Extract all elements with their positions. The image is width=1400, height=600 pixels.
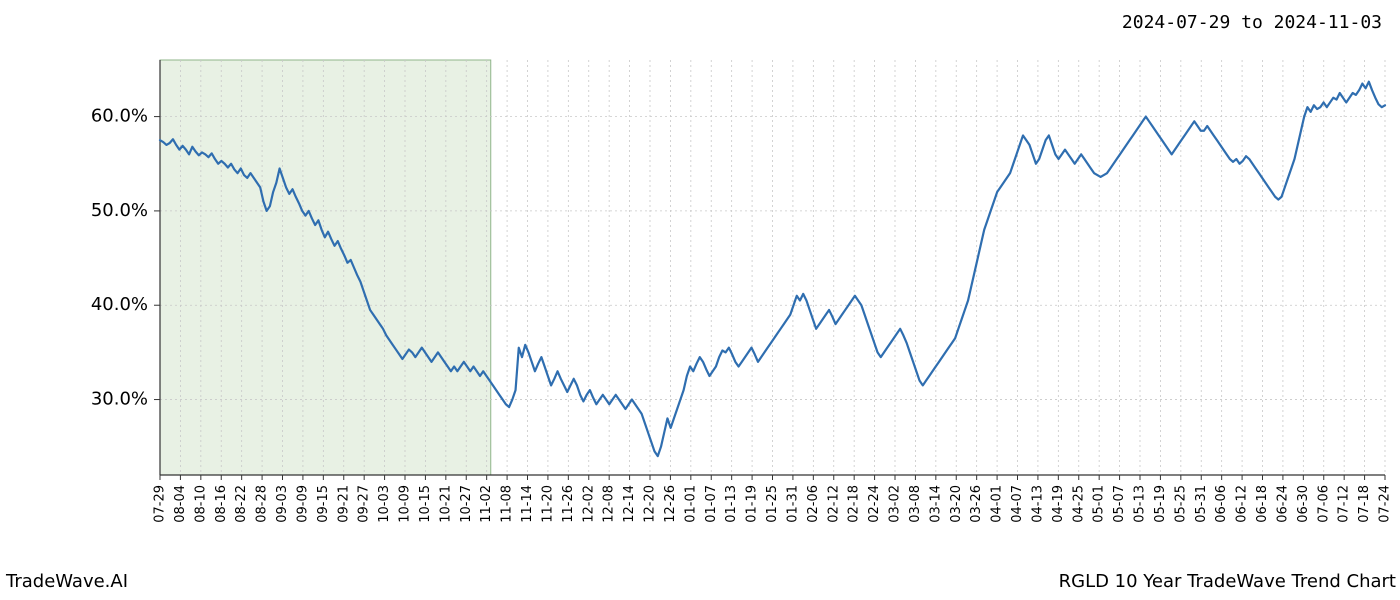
trend-chart: 30.0% 40.0% 50.0% 60.0% 07-29 08-04 08-10 08-16… [0, 0, 1400, 600]
x-tick-label: 01-13 [724, 485, 739, 523]
x-tick-label: 01-19 [745, 485, 760, 523]
x-tick-label: 08-10 [193, 485, 208, 523]
x-tick-label: 10-15 [418, 485, 433, 523]
x-tick-label: 12-08 [602, 485, 617, 523]
x-tick-label: 05-25 [1173, 485, 1188, 523]
x-tick-label: 04-13 [1030, 485, 1045, 523]
x-tick-label: 01-01 [683, 485, 698, 523]
x-tick-label: 08-22 [234, 485, 249, 523]
x-tick-label: 11-20 [540, 485, 555, 523]
x-tick-label: 01-25 [765, 485, 780, 523]
x-tick-label: 04-25 [1071, 485, 1086, 523]
x-tick-label: 11-14 [520, 485, 535, 523]
x-tick-label: 02-06 [806, 485, 821, 523]
x-tick-label: 09-09 [295, 485, 310, 523]
x-tick-label: 08-16 [214, 485, 229, 523]
x-tick-label: 01-31 [785, 485, 800, 523]
y-tick-label: 50.0% [91, 200, 148, 221]
x-tick-label: 06-30 [1296, 485, 1311, 523]
x-tick-label: 05-13 [1133, 485, 1148, 523]
x-tick-label: 10-21 [438, 485, 453, 523]
x-tick-label: 04-19 [1051, 485, 1066, 523]
x-tick-label: 09-27 [357, 485, 372, 523]
x-tick-label: 12-14 [622, 485, 637, 523]
x-tick-label: 06-24 [1275, 485, 1290, 523]
x-tick-label: 07-06 [1316, 485, 1331, 523]
x-tick-label: 02-24 [867, 485, 882, 523]
x-tick-label: 07-29 [153, 485, 168, 523]
x-tick-label: 03-02 [888, 485, 903, 523]
x-tick-label: 08-28 [255, 485, 270, 523]
x-tick-label: 11-26 [561, 485, 576, 523]
y-tick-label: 30.0% [91, 389, 148, 410]
x-tick-label: 12-20 [643, 485, 658, 523]
y-tick-label: 60.0% [91, 106, 148, 127]
x-tick-label: 10-03 [377, 485, 392, 523]
x-tick-label: 08-04 [173, 485, 188, 523]
x-tick-label: 09-21 [336, 485, 351, 523]
x-tick-label: 11-08 [500, 485, 515, 523]
x-tick-label: 06-12 [1235, 485, 1250, 523]
x-tick-label: 10-09 [398, 485, 413, 523]
x-tick-label: 09-03 [275, 485, 290, 523]
x-tick-label: 02-18 [847, 485, 862, 523]
x-tick-label: 03-14 [928, 485, 943, 523]
x-tick-label: 03-08 [908, 485, 923, 523]
x-tick-label: 05-31 [1194, 485, 1209, 523]
x-tick-label: 03-20 [949, 485, 964, 523]
x-tick-label: 07-18 [1357, 485, 1372, 523]
x-tick-label: 04-01 [990, 485, 1005, 523]
x-tick-label: 07-12 [1337, 485, 1352, 523]
chart-title: RGLD 10 Year TradeWave Trend Chart [1059, 571, 1396, 592]
brand-label: TradeWave.AI [6, 571, 128, 592]
x-tick-label: 03-26 [969, 485, 984, 523]
x-tick-label: 12-26 [663, 485, 678, 523]
x-tick-label: 10-27 [459, 485, 474, 523]
y-tick-label: 40.0% [91, 294, 148, 315]
chart-container: { "header": { "date_range": "2024-07-29 … [0, 0, 1400, 600]
x-tick-label: 05-19 [1153, 485, 1168, 523]
x-tick-label: 05-01 [1092, 485, 1107, 523]
x-tick-label: 06-06 [1214, 485, 1229, 523]
x-tick-label: 05-07 [1112, 485, 1127, 523]
x-tick-label: 07-24 [1378, 485, 1393, 523]
x-tick-label: 12-02 [581, 485, 596, 523]
x-tick-label: 04-07 [1010, 485, 1025, 523]
x-tick-label: 01-07 [704, 485, 719, 523]
x-tick-label: 11-02 [479, 485, 494, 523]
date-range-label: 2024-07-29 to 2024-11-03 [1122, 12, 1382, 33]
x-tick-label: 09-15 [316, 485, 331, 523]
x-tick-label: 06-18 [1255, 485, 1270, 523]
x-tick-label: 02-12 [826, 485, 841, 523]
